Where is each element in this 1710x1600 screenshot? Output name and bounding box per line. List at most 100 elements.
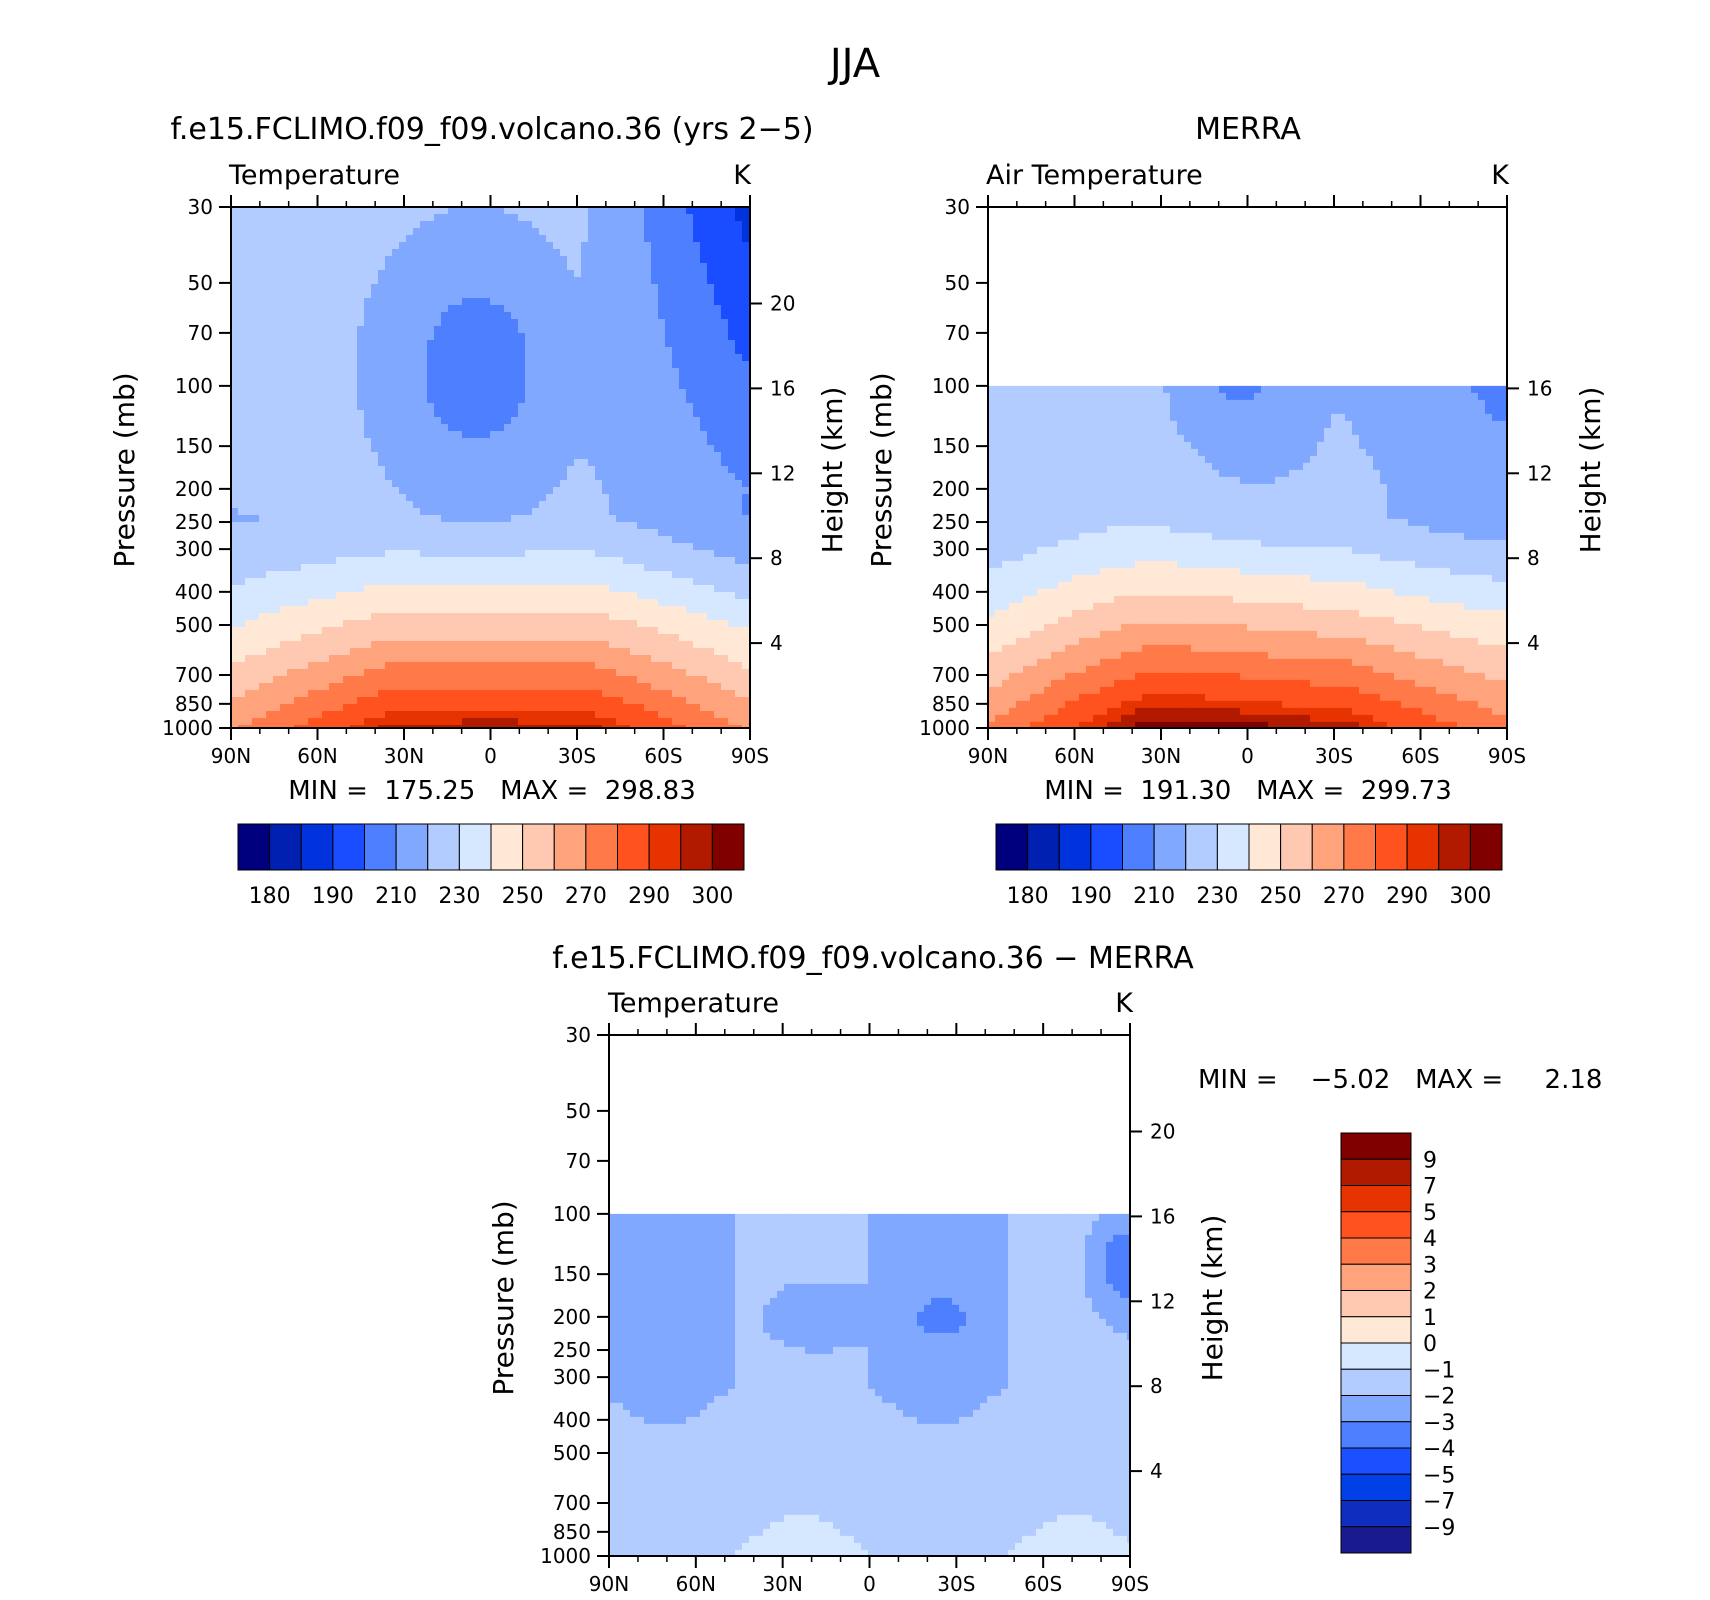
contour-cell [350,452,358,460]
contour-cell [700,382,708,390]
contour-cell [455,368,463,376]
contour-cell [364,298,372,306]
contour-cell [700,347,708,355]
contour-cell [679,235,687,243]
contour-cell [231,599,239,607]
contour-cell [343,473,351,481]
contour-cell [665,319,673,327]
contour-cell [560,543,568,551]
contour-cell [686,627,694,635]
contour-cell [728,228,736,236]
contour-cell [434,585,442,593]
contour-cell [609,445,617,453]
contour-cell [462,228,470,236]
contour-cell [392,655,400,663]
contour-cell [532,354,540,362]
contour-cell [672,473,680,481]
contour-cell [350,550,358,558]
contour-cell [301,403,309,411]
contour-cell [399,263,407,271]
contour-cell [553,375,561,383]
contour-cell [728,431,736,439]
contour-cell [707,557,715,565]
contour-cell [588,424,596,432]
contour-cell [707,242,715,250]
contour-cell [399,627,407,635]
contour-cell [714,473,722,481]
contour-cell [532,501,540,509]
contour-cell [623,319,631,327]
contour-cell [532,403,540,411]
contour-cell [721,417,729,425]
contour-cell [462,382,470,390]
contour-cell [308,564,316,572]
contour-cell [714,207,722,215]
contour-cell [378,270,386,278]
contour-cell [560,221,568,229]
contour-cell [686,347,694,355]
contour-cell [672,228,680,236]
contour-cell [259,214,267,222]
contour-cell [448,578,456,586]
contour-cell [490,634,498,642]
contour-cell [644,368,652,376]
contour-cell [644,627,652,635]
contour-cell [252,424,260,432]
contour-cell [343,606,351,614]
contour-cell [448,515,456,523]
contour-cell [273,235,281,243]
contour-cell [602,424,610,432]
contour-cell [623,515,631,523]
contour-cell [616,501,624,509]
contour-cell [490,354,498,362]
contour-cell [350,214,358,222]
contour-cell [399,459,407,467]
contour-cell [714,662,722,670]
contour-cell [399,501,407,509]
contour-cell [742,438,750,446]
contour-cell [637,403,645,411]
contour-cell [693,655,701,663]
contour-cell [644,613,652,621]
contour-cell [511,445,519,453]
contour-cell [462,522,470,530]
contour-cell [693,662,701,670]
contour-cell [490,284,498,292]
contour-cell [742,396,750,404]
contour-cell [287,312,295,320]
contour-cell [280,613,288,621]
contour-cell [567,508,575,516]
contour-cell [238,207,246,215]
contour-cell [294,627,302,635]
contour-cell [525,312,533,320]
contour-cell [616,382,624,390]
contour-cell [406,613,414,621]
contour-cell [714,585,722,593]
contour-cell [630,438,638,446]
contour-cell [644,606,652,614]
contour-cell [385,550,393,558]
contour-cell [490,543,498,551]
contour-cell [343,277,351,285]
contour-cell [259,375,267,383]
contour-cell [693,270,701,278]
contour-cell [518,487,526,495]
contour-cell [371,494,379,502]
contour-cell [728,235,736,243]
contour-cell [420,417,428,425]
contour-cell [427,459,435,467]
contour-cell [707,648,715,656]
contour-cell [560,557,568,565]
contour-cell [413,627,421,635]
contour-cell [658,487,666,495]
contour-cell [679,284,687,292]
contour-cell [357,508,365,516]
contour-cell [700,424,708,432]
contour-cell [546,235,554,243]
contour-cell [623,270,631,278]
contour-cell [294,599,302,607]
contour-cell [553,564,561,572]
contour-cell [371,452,379,460]
contour-cell [448,627,456,635]
contour-cell [357,382,365,390]
